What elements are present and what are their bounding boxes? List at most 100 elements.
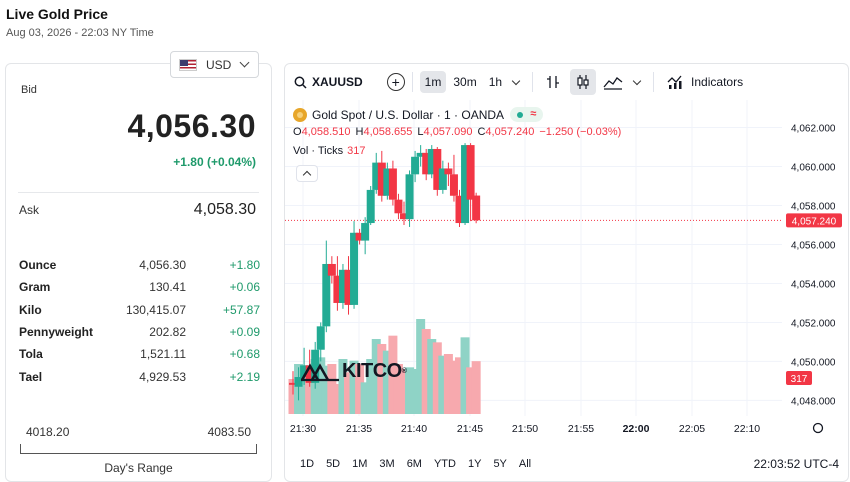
- candle-body: [388, 168, 397, 200]
- bar-chart-type-icon[interactable]: [540, 69, 566, 95]
- toolbar-separator: [411, 72, 413, 92]
- candle-body: [405, 174, 414, 220]
- chart-toolbar: XAUUSD + 1m 30m 1h: [285, 64, 848, 100]
- candle-body: [427, 148, 436, 175]
- candle-body: [461, 145, 470, 224]
- bid-change: +1.80 (+0.04%): [173, 155, 256, 169]
- unit-price-table: Ounce 4,056.30 +1.80 Gram 130.41 +0.06 K…: [19, 254, 260, 388]
- unit-change: +1.80: [229, 258, 260, 273]
- unit-name: Gram: [19, 280, 51, 295]
- volume-bar: [438, 355, 448, 414]
- volume-bar: [466, 367, 476, 414]
- volume-bar: [316, 357, 326, 414]
- unit-name: Kilo: [19, 302, 42, 317]
- range-3m[interactable]: 3M: [379, 458, 395, 470]
- price-card: Bid 4,056.30 +1.80 (+0.04%) Ask 4,058.30…: [5, 63, 272, 482]
- unit-change: +2.19: [229, 369, 260, 384]
- time-tick-label: 22:00: [623, 423, 650, 435]
- volume-bar: [382, 350, 392, 414]
- market-status-badge: ≈: [510, 107, 544, 122]
- ohlc-value: 4,057.090: [423, 126, 473, 138]
- candle-body: [438, 168, 447, 190]
- candle-body: [466, 145, 475, 200]
- candle-body: [333, 275, 342, 303]
- ohlc-key: L: [417, 126, 424, 138]
- volume-bar: [405, 367, 415, 414]
- range-1m[interactable]: 1M: [352, 458, 368, 470]
- unit-name: Tael: [19, 369, 43, 384]
- divider: [18, 192, 259, 193]
- price-tick-label: 4,050.000: [791, 357, 836, 368]
- unit-row-gram: Gram 130.41 +0.06: [19, 276, 260, 298]
- volume-bar: [460, 337, 470, 414]
- ohlc-key: C: [477, 126, 486, 138]
- volume-bar: [427, 339, 437, 414]
- range-1y[interactable]: 1Y: [467, 458, 482, 470]
- unit-row-tola: Tola 1,521.11 +0.68: [19, 343, 260, 365]
- interval-1m[interactable]: 1m: [419, 71, 447, 93]
- volume-bar: [393, 364, 403, 414]
- unit-change: +0.06: [229, 280, 260, 295]
- last-price-label: 4,057.240: [792, 216, 837, 227]
- interval-1h[interactable]: 1h: [488, 75, 503, 89]
- time-tick-label: 21:45: [457, 423, 483, 435]
- chart-legend-title: Gold Spot / U.S. Dollar · 1 · OANDA ≈: [293, 107, 544, 122]
- gold-symbol-icon: [293, 107, 307, 122]
- volume-bar: [455, 357, 464, 414]
- interval-30m[interactable]: 30m: [453, 75, 477, 89]
- range-5y[interactable]: 5Y: [493, 458, 507, 470]
- chart-widget[interactable]: XAUUSD + 1m 30m 1h: [284, 63, 849, 482]
- time-tick-label: 21:55: [568, 423, 594, 435]
- currency-select-value: USD: [206, 57, 232, 72]
- ask-value: 4,058.30: [193, 201, 256, 218]
- bid-value: 4,056.30: [127, 108, 256, 144]
- symbol-search[interactable]: XAUUSD: [294, 75, 363, 89]
- indicators-button[interactable]: Indicators: [667, 74, 743, 90]
- range-1d[interactable]: 1D: [300, 458, 315, 470]
- timezone-clock[interactable]: 22:03:52 UTC-4: [753, 457, 839, 471]
- volume-bar: [332, 384, 342, 414]
- compare-add-icon[interactable]: +: [386, 73, 405, 91]
- volume-bar: [410, 369, 420, 414]
- candlestick-chart[interactable]: 4,062.000 4,060.000 4,058.000 4,056.000 4,05…: [285, 64, 849, 482]
- range-5d[interactable]: 5D: [326, 458, 341, 470]
- price-axis-bg: [782, 100, 848, 416]
- unit-row-tael: Tael 4,929.53 +2.19: [19, 365, 260, 387]
- settings-icon[interactable]: [812, 422, 824, 434]
- candle-body: [305, 365, 314, 383]
- volume-bar: [371, 339, 381, 414]
- volume-label: Vol · Ticks: [293, 145, 344, 157]
- currency-select[interactable]: USD: [170, 51, 259, 78]
- time-tick-label: 21:30: [290, 423, 316, 435]
- time-tick-label: 21:40: [401, 423, 427, 435]
- volume-bar: [443, 354, 453, 414]
- candle-body: [344, 269, 353, 305]
- range-6m[interactable]: 6M: [406, 458, 422, 470]
- volume-bar: [305, 375, 315, 414]
- unit-price: 1,521.11: [140, 347, 186, 362]
- volume-bar: [421, 329, 431, 414]
- ask-label: Ask: [19, 203, 40, 217]
- unit-price: 4,929.53: [139, 369, 186, 384]
- candle-body: [322, 263, 331, 327]
- area-chart-type-icon[interactable]: [600, 69, 626, 95]
- chart-bottombar: 1D 5D 1M 3M 6M YTD 1Y 5Y All 22:03:52 UT…: [285, 447, 848, 481]
- price-tick-label: 4,048.000: [791, 396, 836, 407]
- unit-row-pennyweight: Pennyweight 202.82 +0.09: [19, 321, 260, 343]
- volume-bar: [399, 369, 409, 414]
- time-tick-label: 21:50: [512, 423, 538, 435]
- unit-price: 4,056.30: [139, 258, 186, 273]
- last-volume-label: 317: [791, 374, 808, 385]
- volume-bar: [377, 344, 387, 414]
- candle-body: [449, 174, 458, 196]
- ohlc-change: −1.250 (−0.03%): [539, 126, 622, 138]
- toolbar-separator: [532, 72, 534, 92]
- volume-bar: [299, 365, 309, 414]
- time-tick-label: 21:35: [346, 423, 372, 435]
- candle-body: [289, 382, 297, 385]
- range-ytd[interactable]: YTD: [433, 458, 456, 470]
- collapse-legend-button[interactable]: [296, 165, 318, 182]
- candles-chart-type-icon[interactable]: [570, 69, 597, 95]
- range-all[interactable]: All: [518, 458, 532, 470]
- unit-price: 130,415.07: [125, 302, 186, 317]
